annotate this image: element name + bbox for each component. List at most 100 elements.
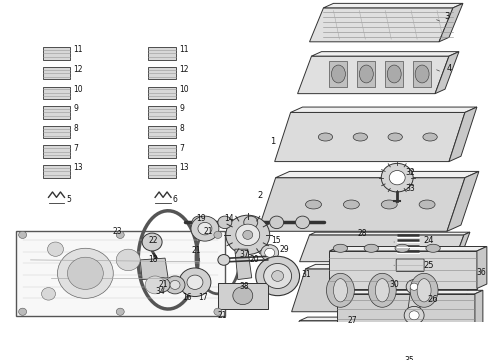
FancyBboxPatch shape	[43, 106, 71, 119]
Polygon shape	[258, 178, 465, 231]
Polygon shape	[314, 347, 490, 351]
Polygon shape	[435, 51, 459, 94]
Text: 16: 16	[182, 293, 192, 302]
Ellipse shape	[353, 133, 368, 141]
FancyBboxPatch shape	[43, 165, 71, 178]
Text: 2: 2	[258, 191, 263, 200]
Polygon shape	[218, 283, 268, 309]
Ellipse shape	[375, 279, 389, 302]
Text: 35: 35	[404, 356, 414, 360]
Circle shape	[226, 215, 270, 255]
Ellipse shape	[321, 329, 333, 336]
Polygon shape	[447, 171, 479, 231]
Text: 24: 24	[423, 236, 434, 245]
Polygon shape	[299, 235, 464, 262]
Circle shape	[214, 231, 222, 238]
Text: 20: 20	[250, 255, 259, 264]
Ellipse shape	[326, 273, 354, 307]
Text: 9: 9	[74, 104, 78, 113]
Text: 18: 18	[148, 255, 158, 264]
Text: 19: 19	[196, 214, 206, 223]
Ellipse shape	[381, 200, 397, 209]
Circle shape	[218, 216, 232, 229]
Text: 8: 8	[179, 124, 184, 133]
Polygon shape	[439, 3, 463, 42]
Text: 28: 28	[357, 229, 367, 238]
Circle shape	[409, 311, 419, 320]
Circle shape	[214, 308, 222, 315]
Ellipse shape	[318, 133, 333, 141]
Ellipse shape	[423, 133, 437, 141]
Ellipse shape	[306, 200, 321, 209]
Text: 36: 36	[477, 268, 487, 277]
Polygon shape	[275, 112, 465, 162]
Text: 21: 21	[158, 280, 168, 289]
Text: 27: 27	[347, 316, 357, 325]
Circle shape	[68, 257, 103, 289]
Polygon shape	[291, 107, 477, 112]
Text: 29: 29	[280, 245, 289, 254]
Bar	[413, 62, 431, 86]
Circle shape	[264, 264, 292, 288]
FancyBboxPatch shape	[148, 106, 176, 119]
Text: 17: 17	[198, 293, 208, 302]
Text: 38: 38	[240, 282, 249, 291]
Text: 14: 14	[224, 214, 233, 223]
Circle shape	[404, 306, 424, 324]
Polygon shape	[452, 317, 472, 344]
Circle shape	[191, 216, 219, 241]
Ellipse shape	[417, 279, 431, 302]
FancyBboxPatch shape	[43, 67, 71, 79]
Circle shape	[236, 224, 260, 246]
Ellipse shape	[431, 329, 442, 336]
Circle shape	[256, 256, 299, 296]
Circle shape	[19, 231, 26, 238]
Circle shape	[295, 216, 310, 229]
Polygon shape	[467, 347, 490, 360]
Polygon shape	[306, 264, 485, 269]
Polygon shape	[338, 290, 483, 294]
Circle shape	[192, 216, 206, 229]
Text: 12: 12	[74, 65, 83, 74]
Polygon shape	[329, 251, 477, 288]
Circle shape	[389, 171, 405, 185]
Circle shape	[381, 163, 413, 192]
Text: 11: 11	[74, 45, 83, 54]
Text: 11: 11	[179, 45, 189, 54]
Circle shape	[116, 308, 124, 315]
Ellipse shape	[359, 65, 373, 83]
Polygon shape	[338, 294, 475, 334]
Ellipse shape	[387, 65, 401, 83]
Text: 10: 10	[179, 85, 189, 94]
Text: 22: 22	[148, 236, 158, 245]
Circle shape	[233, 287, 253, 305]
Circle shape	[218, 255, 230, 265]
Text: 7: 7	[179, 144, 184, 153]
Polygon shape	[310, 232, 470, 235]
FancyBboxPatch shape	[148, 67, 176, 79]
Circle shape	[116, 231, 124, 238]
Circle shape	[116, 249, 140, 271]
Bar	[329, 62, 347, 86]
Ellipse shape	[395, 244, 409, 252]
Polygon shape	[292, 269, 475, 312]
Text: 37: 37	[240, 250, 249, 259]
FancyBboxPatch shape	[43, 126, 71, 138]
Polygon shape	[461, 264, 485, 312]
Ellipse shape	[364, 244, 378, 252]
Ellipse shape	[426, 244, 440, 252]
Polygon shape	[454, 232, 470, 262]
Text: 26: 26	[427, 295, 438, 304]
Polygon shape	[329, 247, 487, 251]
Circle shape	[187, 275, 203, 289]
Circle shape	[170, 280, 180, 289]
Circle shape	[270, 216, 284, 229]
Text: 30: 30	[389, 280, 399, 289]
Text: 3: 3	[444, 12, 449, 21]
Polygon shape	[299, 351, 481, 360]
Text: 21: 21	[192, 247, 201, 256]
Polygon shape	[299, 317, 472, 321]
Text: 15: 15	[271, 236, 281, 245]
FancyBboxPatch shape	[43, 145, 71, 158]
Text: 31: 31	[301, 270, 311, 279]
